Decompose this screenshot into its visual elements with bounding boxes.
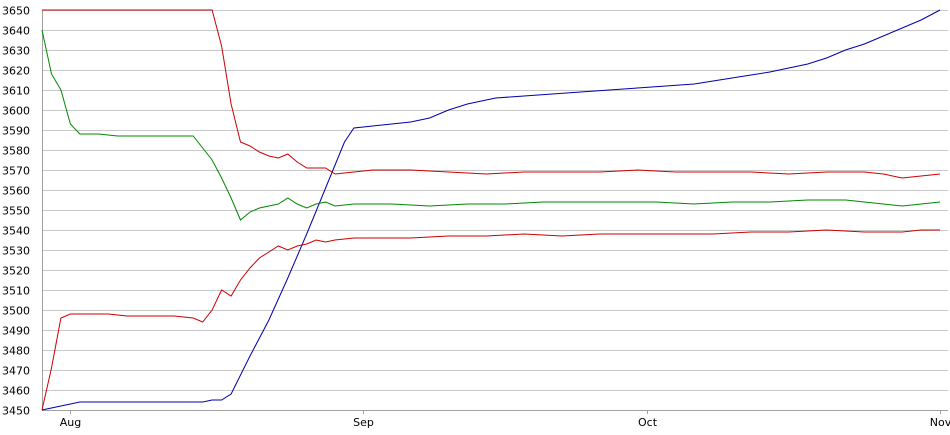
- y-tick-label: 3540: [2, 225, 30, 238]
- y-tick-label: 3640: [2, 25, 30, 38]
- y-axis-ticks: 3450 3460 3470 3480 3490 3500 3510 3520 3530 3540…: [2, 5, 30, 418]
- y-tick-label: 3580: [2, 145, 30, 158]
- x-tick-label: Oct: [638, 416, 658, 429]
- y-tick-label: 3460: [2, 385, 30, 398]
- y-tick-label: 3510: [2, 285, 30, 298]
- y-tick-label: 3650: [2, 5, 30, 18]
- y-tick-label: 3480: [2, 345, 30, 358]
- y-tick-label: 3470: [2, 365, 30, 378]
- y-tick-label: 3590: [2, 125, 30, 138]
- series-line-4: [41, 229, 940, 411]
- y-tick-label: 3610: [2, 85, 30, 98]
- y-tick-label: 3570: [2, 165, 30, 178]
- y-tick-label: 3500: [2, 305, 30, 318]
- series-group: [41, 9, 941, 411]
- x-tick-label: Sep: [353, 416, 374, 429]
- y-tick-label: 3560: [2, 185, 30, 198]
- y-tick-label: 3600: [2, 105, 30, 118]
- y-tick-label: 3490: [2, 325, 30, 338]
- y-tick-label: 3550: [2, 205, 30, 218]
- y-tick-label: 3630: [2, 45, 30, 58]
- axes: [42, 10, 948, 414]
- y-tick-label: 3520: [2, 265, 30, 278]
- y-tick-label: 3450: [2, 405, 30, 418]
- x-tick-label: Aug: [60, 416, 81, 429]
- series-line-3: [41, 29, 941, 221]
- series-line-1: [41, 9, 941, 411]
- grid: [42, 10, 948, 411]
- series-line-2: [42, 9, 941, 179]
- y-tick-label: 3530: [2, 245, 30, 258]
- y-tick-label: 3620: [2, 65, 30, 78]
- x-axis-ticks: Aug Sep Oct Nov: [60, 416, 950, 429]
- x-tick-label: Nov: [930, 416, 950, 429]
